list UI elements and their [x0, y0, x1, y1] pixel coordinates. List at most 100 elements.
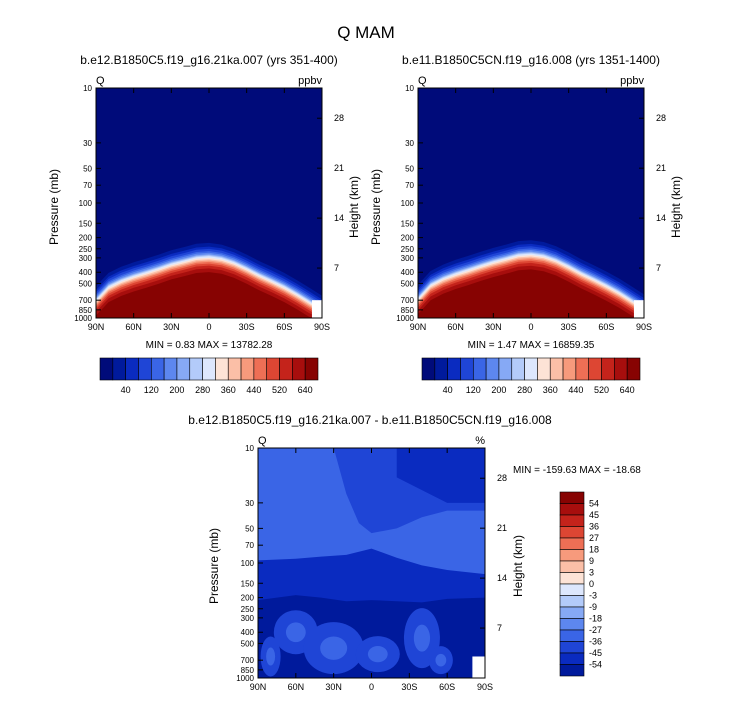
panel-1-height-label: Height (km)	[347, 176, 361, 238]
panel-3-colorbar-label: -18	[589, 614, 602, 624]
panel-2-y-tick-label: 700	[401, 296, 415, 305]
panel-3-contour-blob-core	[413, 624, 431, 652]
panel-2-x-tick-label: 30S	[561, 322, 577, 332]
figure-title: Q MAM	[337, 23, 395, 42]
panel-1-colorbar-swatch	[240, 357, 255, 381]
panel-3-colorbar-swatch	[559, 560, 585, 573]
panel-3-colorbar-swatch	[559, 537, 585, 550]
panel-1-colorbar-swatch	[266, 357, 280, 381]
panel-2-y-tick-label: 400	[401, 268, 415, 277]
panel-2-colorbar-label: 440	[568, 385, 583, 395]
panel-2-y-tick-label: 100	[401, 199, 415, 208]
panel-3-y-tick-label: 300	[241, 614, 255, 623]
panel-2-y-tick-label: 10	[405, 84, 414, 93]
panel-3-x-tick-label: 90N	[250, 682, 267, 692]
panel-1-right-label: ppbv	[298, 75, 322, 87]
panel-2-colorbar-swatch	[601, 357, 615, 381]
panel-3-missing-data	[472, 656, 485, 678]
panel-3-y-tick-label: 500	[241, 639, 255, 648]
panel-3-colorbar-label: 18	[589, 545, 599, 555]
panel-2-colorbar-swatch	[511, 357, 525, 381]
panel-3-y-tick-label: 10	[245, 444, 254, 453]
panel-3: b.e12.B1850C5.f19_g16.21ka.007 - b.e11.B…	[188, 413, 641, 692]
panel-2-colorbar-label: 520	[594, 385, 609, 395]
panel-3-colorbar-swatch	[559, 503, 585, 516]
panel-1-colorbar-swatch	[253, 357, 268, 381]
panel-1-colorbar-swatch	[215, 357, 229, 381]
panel-2-height-label: Height (km)	[669, 176, 683, 238]
panel-3-title: b.e12.B1850C5.f19_g16.21ka.007 - b.e11.B…	[188, 413, 552, 427]
panel-1-colorbar-swatch	[189, 357, 203, 381]
panel-2-colorbar-swatch	[588, 357, 602, 381]
panel-2-y-tick-label: 250	[401, 245, 415, 254]
panel-3-upper-right-region	[396, 448, 485, 503]
panel-3-y-tick-label: 100	[241, 559, 255, 568]
panel-3-x-tick-label: 60N	[288, 682, 305, 692]
panel-3-colorbar-label: 27	[589, 533, 599, 543]
panel-3-contour-blob-core	[320, 636, 348, 660]
panel-3-colorbar-swatch	[559, 618, 585, 631]
panel-3-stats: MIN = -159.63 MAX = -18.68	[513, 465, 641, 476]
panel-2-colorbar-swatch	[421, 357, 436, 381]
panel-3-height-tick-label: 21	[497, 523, 507, 533]
panel-1-colorbar-swatch	[202, 357, 216, 381]
panel-2-colorbar: 40 120 200 280 360 440 520 640	[421, 357, 641, 395]
panel-1-y-tick-label: 1000	[74, 314, 92, 323]
panel-2-x-tick-label: 60N	[447, 322, 464, 332]
panel-3-height-tick-label: 14	[497, 573, 507, 583]
panel-1-x-tick-label: 60S	[276, 322, 292, 332]
panel-1-colorbar-label: 40	[121, 385, 131, 395]
panel-3-colorbar-swatch	[559, 664, 585, 677]
panel-3-x-tick-label: 30S	[401, 682, 417, 692]
panel-1-y-tick-label: 500	[79, 279, 93, 288]
panel-1-colorbar-swatch	[279, 357, 293, 381]
panel-2-colorbar-swatch	[460, 357, 474, 381]
panel-2-field	[418, 88, 644, 318]
panel-3-contour-blob-core	[435, 653, 447, 667]
panel-3-x-tick-label: 90S	[477, 682, 493, 692]
panel-1-x-tick-label: 30S	[239, 322, 255, 332]
panel-3-colorbar-swatch	[559, 572, 585, 585]
panel-2-height-tick-label: 28	[656, 113, 666, 123]
panel-3-colorbar-label: 9	[589, 556, 594, 566]
panel-2-height-tick-label: 21	[656, 163, 666, 173]
panel-3-colorbar-swatch	[559, 641, 585, 654]
panel-2-colorbar-swatch	[626, 357, 641, 381]
panel-3-colorbar-label: -54	[589, 660, 602, 670]
panel-1-title: b.e12.B1850C5.f19_g16.21ka.007 (yrs 351-…	[80, 53, 338, 67]
panel-2-colorbar-swatch	[524, 357, 538, 381]
panel-1-colorbar-swatch	[112, 357, 126, 381]
panel-2-colorbar-swatch	[472, 357, 487, 381]
panel-1: b.e12.B1850C5.f19_g16.21ka.007 (yrs 351-…	[47, 53, 361, 395]
panel-3-y-tick-label: 30	[245, 499, 254, 508]
panel-1-colorbar-label: 360	[221, 385, 236, 395]
panel-1-x-tick-label: 30N	[163, 322, 180, 332]
panel-3-colorbar-swatch	[559, 629, 585, 642]
panel-2-y-tick-label: 850	[401, 306, 415, 315]
panel-3-y-tick-label: 150	[241, 579, 255, 588]
panel-1-height-tick-label: 7	[334, 263, 339, 273]
panel-1-colorbar-swatch	[292, 357, 306, 381]
panel-1-height-tick-label: 14	[334, 213, 344, 223]
panel-2-colorbar-label: 280	[517, 385, 532, 395]
panel-2-colorbar-label: 640	[620, 385, 635, 395]
panel-1-colorbar-swatch	[125, 357, 139, 381]
panel-3-colorbar-label: -9	[589, 602, 597, 612]
panel-1-stats: MIN = 0.83 MAX = 13782.28	[146, 340, 273, 351]
panel-1-y-tick-label: 10	[83, 84, 92, 93]
panel-2-colorbar-swatch	[485, 357, 500, 381]
panel-3-right-label: %	[475, 435, 485, 447]
panel-2-stats: MIN = 1.47 MAX = 16859.35	[468, 340, 595, 351]
panel-1-colorbar-swatch	[227, 357, 242, 381]
panel-1-colorbar-label: 520	[272, 385, 287, 395]
panel-1-colorbar-swatch	[304, 357, 319, 381]
panel-3-y-tick-label: 400	[241, 628, 255, 637]
panel-3-left-label: Q	[258, 435, 267, 447]
panel-1-left-label: Q	[96, 75, 105, 87]
panel-3-y-label: Pressure (mb)	[207, 528, 221, 604]
panel-2-colorbar-swatch	[549, 357, 564, 381]
panel-1-y-tick-label: 70	[83, 181, 92, 190]
panel-3-colorbar-swatch	[559, 549, 585, 562]
